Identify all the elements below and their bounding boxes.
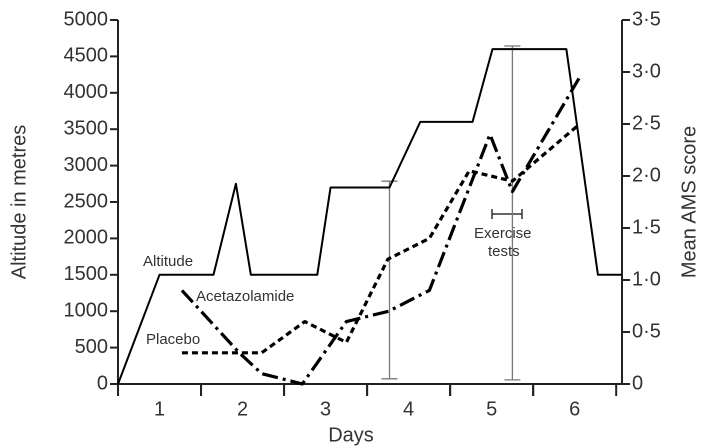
y2-tick-label: 0·5 xyxy=(632,320,661,342)
annotation: Exercise tests xyxy=(474,225,532,260)
y-tick-label: 1000 xyxy=(64,299,109,321)
y2-tick-label: 3·5 xyxy=(632,8,661,30)
x-tick-label: 4 xyxy=(403,398,414,420)
y-tick-label: 2500 xyxy=(64,190,109,212)
series-label: Acetazolamide xyxy=(196,288,294,305)
series-label: Altitude xyxy=(143,253,193,270)
y-tick-label: 3000 xyxy=(64,154,109,176)
y-tick-label: 0 xyxy=(97,372,108,394)
x-tick-label: 1 xyxy=(154,398,165,420)
series-label: Placebo xyxy=(146,331,200,348)
series-line xyxy=(181,122,581,355)
y-tick-label: 500 xyxy=(75,336,108,358)
y2-tick-label: 1·5 xyxy=(632,216,661,238)
y2-tick-label: 1·0 xyxy=(632,268,661,290)
y2-tick-label: 0 xyxy=(632,372,643,394)
y2-tick-label: 3·0 xyxy=(632,60,661,82)
x-tick-label: 5 xyxy=(486,398,497,420)
y-tick-label: 3500 xyxy=(64,117,109,139)
y-tick-label: 5000 xyxy=(64,8,109,30)
y-tick-label: 2000 xyxy=(64,227,109,249)
y2-tick-label: 2·5 xyxy=(632,112,661,134)
y2-axis-label: Mean AMS score xyxy=(678,126,700,278)
series-line xyxy=(117,48,622,385)
x-tick-label: 6 xyxy=(569,398,580,420)
x-axis-label: Days xyxy=(328,424,374,446)
series-line xyxy=(180,76,582,386)
x-tick-label: 2 xyxy=(237,398,248,420)
y-axis-label: Altitude in metres xyxy=(8,125,30,280)
x-tick-label: 3 xyxy=(320,398,331,420)
y-tick-label: 1500 xyxy=(64,263,109,285)
y-tick-label: 4000 xyxy=(64,81,109,103)
y-tick-label: 4500 xyxy=(64,45,109,67)
y2-tick-label: 2·0 xyxy=(632,164,661,186)
